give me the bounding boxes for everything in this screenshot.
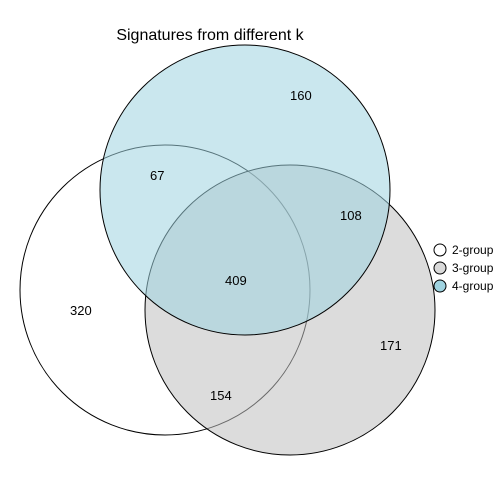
count-only-3: 171	[380, 338, 402, 353]
count-2-and-4: 67	[150, 168, 164, 183]
legend-swatch-icon	[434, 280, 446, 292]
legend-swatch-icon	[434, 262, 446, 274]
legend-swatch-icon	[434, 244, 446, 256]
chart-title: Signatures from different k	[116, 27, 304, 44]
legend-label: 3-group	[452, 261, 494, 275]
count-all: 409	[225, 273, 247, 288]
count-2-and-3: 154	[210, 388, 232, 403]
legend-label: 2-group	[452, 243, 494, 257]
count-only-4: 160	[290, 88, 312, 103]
count-3-and-4: 108	[340, 208, 362, 223]
venn-circle-4-group	[100, 45, 390, 335]
count-only-2: 320	[70, 303, 92, 318]
legend-label: 4-group	[452, 279, 494, 293]
legend: 2-group 3-group 4-group	[434, 243, 494, 293]
